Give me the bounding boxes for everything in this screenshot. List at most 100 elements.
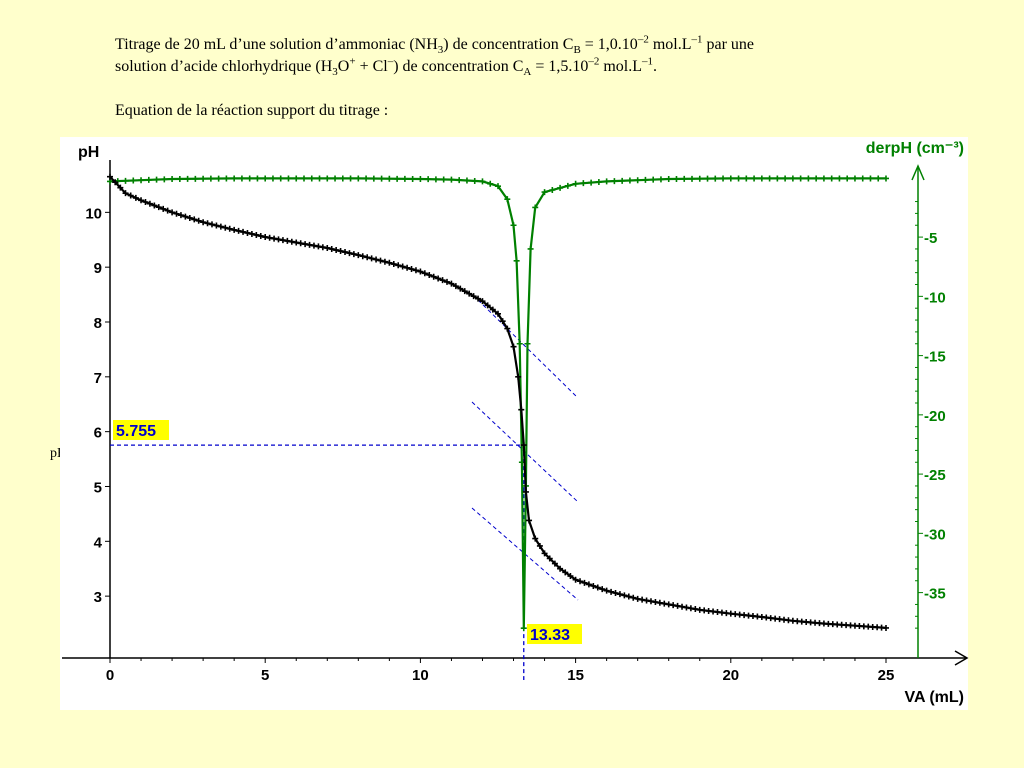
derivative-point	[440, 176, 447, 183]
text-segment: = 1,5.10	[531, 58, 589, 75]
x-tick-label: 15	[567, 667, 584, 684]
ph-point	[231, 226, 238, 233]
derivative-point	[727, 175, 734, 182]
derivative-point	[657, 176, 664, 183]
derivative-point	[301, 175, 307, 182]
x-tick-label: 5	[261, 667, 269, 684]
ph-point	[417, 268, 424, 275]
ph-point	[522, 488, 529, 495]
text-segment: ) de concentration C	[393, 58, 524, 75]
ph-point	[581, 579, 588, 586]
derivative-point	[169, 176, 176, 183]
derivative-point	[161, 176, 168, 183]
text-segment: .	[653, 58, 658, 75]
ph-point	[404, 264, 411, 271]
ph-point	[495, 310, 501, 317]
derivative-point	[851, 175, 858, 182]
derivative-point	[665, 176, 672, 183]
derivative-point	[324, 175, 331, 182]
y-axis-label: pH	[78, 144, 99, 161]
derivative-point	[820, 175, 827, 182]
ph-point	[426, 272, 433, 279]
ph-point	[191, 216, 198, 223]
ph-equivalence-value: 5.755	[116, 423, 156, 440]
ph-point	[520, 442, 527, 449]
volume-equivalence-highlight	[527, 624, 582, 644]
derivative-point	[293, 175, 300, 182]
derivative-point	[238, 175, 245, 182]
derivative-point	[386, 175, 393, 182]
volume-equivalence-value: 13.33	[530, 627, 570, 644]
ph-point	[608, 588, 615, 595]
derivative-point	[642, 176, 649, 183]
derivative-point	[184, 175, 191, 182]
text-segment: + Cl	[355, 58, 388, 75]
derivative-point	[153, 176, 160, 183]
ph-point	[337, 248, 344, 255]
y-tick-label: 9	[94, 260, 102, 277]
derivative-point	[766, 175, 773, 182]
y2-tick-label: -30	[924, 526, 946, 543]
ph-point	[625, 593, 632, 600]
y2-tick-label: -20	[924, 408, 946, 425]
derivative-point	[417, 176, 424, 183]
ph-point	[551, 560, 558, 567]
derivative-point	[712, 175, 719, 182]
y2-tick-label: -35	[924, 586, 946, 603]
ph-point	[138, 197, 145, 204]
derivative-point	[332, 175, 339, 182]
derivative-point	[813, 175, 820, 182]
derivative-point	[254, 175, 261, 182]
text-segment: ) de concentration C	[443, 36, 574, 53]
derivative-point	[347, 175, 354, 182]
ph-point	[515, 373, 522, 380]
x-axis-arrow	[954, 650, 969, 666]
derivative-point	[285, 175, 292, 182]
derivative-point	[704, 175, 711, 182]
y-tick-label: 10	[85, 205, 102, 222]
x-tick-label: 10	[412, 667, 429, 684]
ph-point	[155, 204, 162, 211]
derivative-point	[207, 175, 214, 182]
text-segment: O	[337, 58, 350, 75]
ph-point	[590, 582, 597, 589]
ph-point	[208, 221, 215, 228]
ph-point	[142, 199, 149, 206]
ph-point	[470, 293, 477, 300]
text-segment: solution d’acide chlorhydrique (H	[115, 58, 333, 75]
superscript: –2	[588, 55, 600, 68]
text-segment: mol.L	[648, 36, 692, 53]
y-tick-label: 3	[94, 589, 102, 606]
ph-point	[612, 590, 619, 597]
derivative-point	[883, 175, 889, 182]
ph-point	[368, 255, 375, 262]
derivative-point	[246, 175, 253, 182]
derivative-point	[339, 175, 346, 182]
ph-point	[546, 555, 553, 562]
ph-point	[324, 244, 331, 251]
ph-point	[248, 230, 255, 237]
ph-point	[557, 565, 564, 572]
derivative-point	[370, 175, 377, 182]
derivative-point	[595, 178, 602, 185]
x-tick-label: 0	[106, 667, 114, 684]
derivative-point	[176, 175, 183, 182]
ph-point	[439, 277, 446, 284]
intro-line-1: Titrage de 20 mL d’une solution d’ammoni…	[115, 34, 995, 56]
derivative-point	[681, 175, 688, 182]
ph-point	[475, 295, 482, 302]
ph-point	[630, 594, 637, 601]
derivative-point	[487, 180, 494, 187]
ph-point	[377, 257, 384, 264]
ph-point	[444, 278, 451, 285]
ph-point	[412, 267, 419, 274]
ph-point	[244, 229, 251, 236]
derivative-point	[557, 184, 564, 191]
ph-point	[386, 259, 393, 266]
derivative-point	[634, 177, 641, 184]
derivative-point	[735, 175, 742, 182]
superscript: +	[349, 55, 356, 68]
derivative-point	[774, 175, 781, 182]
derivative-point	[145, 176, 152, 183]
